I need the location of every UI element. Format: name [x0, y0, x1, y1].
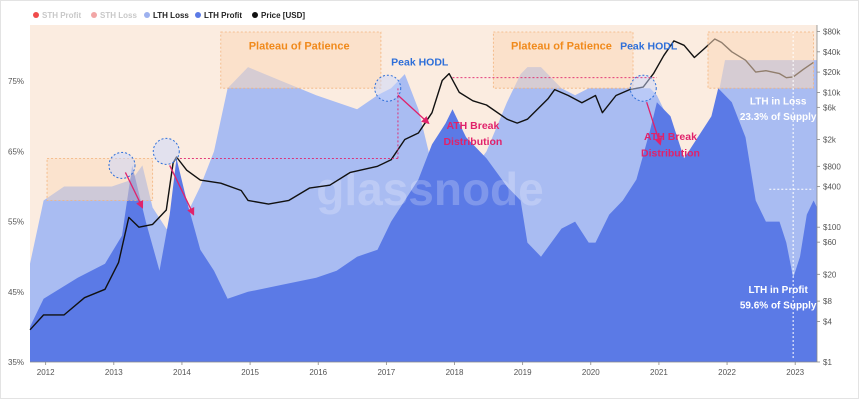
annotation-label: Distribution: [641, 147, 700, 159]
watermark-layer: glassnode: [316, 163, 544, 215]
x-tick-label: 2020: [582, 368, 600, 377]
price-dot-icon: [252, 12, 258, 18]
legend-label: STH Profit: [42, 11, 81, 20]
annotation-label: Plateau of Patience: [511, 41, 612, 53]
y-right-tick-label: $60: [823, 238, 837, 247]
axes-layer: 2012 2013 2014 2015 2016 2017 2018 2019 2020 2021…: [8, 25, 841, 377]
peak-hodl-circle: [152, 137, 180, 165]
legend-label: Price [USD]: [261, 11, 305, 20]
y-right-tick-label: $1: [823, 358, 832, 367]
y-right-tick-label: $4: [823, 317, 832, 326]
annotation-label: 59.6% of Supply: [740, 301, 817, 312]
y-right-tick-label: $100: [823, 223, 841, 232]
x-tick-label: 2015: [241, 368, 259, 377]
y-right-tick-label: $10k: [823, 88, 841, 97]
y-right-tick-label: $40k: [823, 48, 841, 57]
annotation-label: ATH Break: [446, 120, 499, 132]
x-tick-label: 2022: [718, 368, 736, 377]
legend-item-lth-loss[interactable]: LTH Loss: [144, 11, 189, 20]
x-tick-label: 2017: [377, 368, 395, 377]
y-left-tick-label: 55%: [8, 218, 24, 227]
y-right-tick-label: $80k: [823, 28, 841, 37]
y-right-tick-label: $20: [823, 270, 837, 279]
legend-label: STH Loss: [100, 11, 137, 20]
y-left-tick-label: 75%: [8, 77, 24, 86]
y-right-tick-label: $8: [823, 297, 832, 306]
lth-profit-area: [30, 88, 817, 362]
annotation-label: LTH in Loss: [750, 96, 807, 107]
x-tick-label: 2013: [105, 368, 123, 377]
legend-item-lth-profit[interactable]: LTH Profit: [195, 11, 242, 20]
plateau-box: [220, 31, 382, 89]
y-left-tick-label: 45%: [8, 288, 24, 297]
legend-item-price[interactable]: Price [USD]: [252, 11, 305, 20]
x-tick-label: 2012: [37, 368, 55, 377]
y-right-tick-label: $2k: [823, 136, 837, 145]
sth-loss-dot-icon: [91, 12, 97, 18]
lth-loss-dot-icon: [144, 12, 150, 18]
area-series-layer: [30, 25, 817, 362]
annotation-label: Peak HODL: [391, 57, 449, 69]
plateau-box: [492, 31, 634, 89]
y-right-tick-label: $20k: [823, 68, 841, 77]
lth-profit-dot-icon: [195, 12, 201, 18]
legend-label: LTH Loss: [153, 11, 189, 20]
distribution-arrow: [646, 102, 662, 146]
annotation-label: LTH in Profit: [749, 285, 809, 296]
distribution-arrow: [397, 94, 430, 125]
x-tick-label: 2018: [446, 368, 464, 377]
annotation-shapes-layer: [46, 31, 814, 359]
annotation-label: 23.3% of Supply: [740, 112, 817, 123]
distribution-arrow: [169, 165, 195, 216]
annotation-label: Distribution: [443, 136, 502, 148]
watermark-text: glassnode: [316, 163, 544, 215]
legend: STH Profit STH Loss LTH Loss LTH Profit …: [33, 11, 305, 20]
annotation-label: Plateau of Patience: [249, 41, 350, 53]
x-tick-label: 2023: [786, 368, 804, 377]
plateau-box: [46, 157, 154, 201]
y-right-tick-label: $6k: [823, 103, 837, 112]
annotation-text-layer: Plateau of Patience Plateau of Patience Pe…: [249, 41, 817, 312]
y-left-tick-label: 65%: [8, 147, 24, 156]
x-tick-label: 2021: [650, 368, 668, 377]
y-right-tick-label: $800: [823, 162, 841, 171]
x-tick-label: 2019: [514, 368, 532, 377]
plateau-box: [707, 31, 814, 89]
annotation-label: ATH Break: [644, 131, 697, 143]
legend-item-sth-loss[interactable]: STH Loss: [91, 11, 137, 20]
y-left-tick-label: 35%: [8, 358, 24, 367]
annotation-label: Peak HODL: [620, 41, 678, 53]
x-tick-label: 2016: [309, 368, 327, 377]
peak-hodl-circle: [108, 151, 136, 179]
legend-label: LTH Profit: [204, 11, 242, 20]
peak-hodl-circle: [374, 74, 402, 102]
y-right-tick-label: $400: [823, 183, 841, 192]
peak-hodl-circle: [629, 74, 657, 102]
legend-item-sth-profit[interactable]: STH Profit: [33, 11, 81, 20]
sth-profit-dot-icon: [33, 12, 39, 18]
distribution-arrow: [124, 172, 144, 209]
x-tick-label: 2014: [173, 368, 191, 377]
